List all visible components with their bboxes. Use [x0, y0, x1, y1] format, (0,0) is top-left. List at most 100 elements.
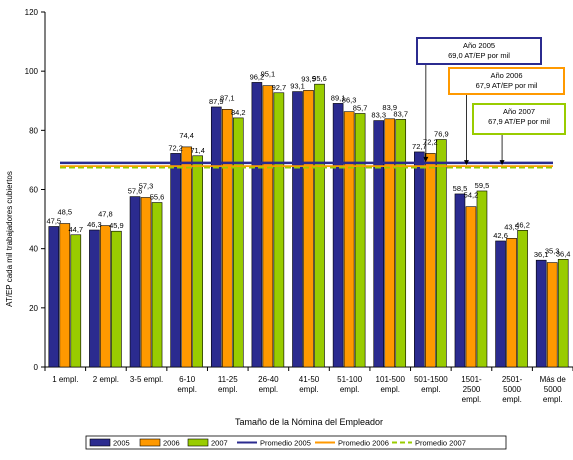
legend-item: 2006 [139, 438, 180, 448]
bar-2007 [314, 83, 325, 368]
x-tick-label: 26-40 empl. [258, 375, 279, 394]
bar-2006 [181, 146, 192, 368]
data-label: 48,5 [58, 208, 73, 217]
legend-swatch [139, 438, 161, 447]
data-label: 74,4 [179, 131, 194, 140]
data-label: 83,7 [393, 109, 408, 118]
x-tick-label: 2 empl. [93, 375, 119, 384]
x-tick-label-line: 11-25 [218, 375, 238, 384]
data-label: 46,3 [87, 220, 102, 229]
data-label: 84,2 [231, 108, 246, 117]
legend-label: 2007 [211, 439, 228, 448]
bar-2007 [70, 234, 82, 368]
data-label: 87,9 [209, 97, 224, 106]
legend-label: Promedio 2007 [415, 439, 466, 448]
x-tick-label-line: 26-40 [258, 375, 279, 384]
data-label: 55,6 [150, 193, 165, 202]
legend-item: Promedio 2005 [237, 439, 311, 448]
x-tick-label-line: 1501- [461, 375, 482, 384]
bar-2007 [192, 155, 203, 368]
annotation-text: 69,0 AT/EP por mil [448, 51, 510, 60]
data-label: 92,7 [272, 83, 287, 92]
x-tick-label-line: 101-500 [376, 375, 406, 384]
x-tick-label-line: 41-50 [299, 375, 320, 384]
legend-swatch [187, 438, 209, 447]
y-tick-label: 40 [29, 245, 38, 254]
x-tick-label-line: 2500 [463, 385, 481, 394]
bar-2005 [373, 120, 385, 368]
data-label: 86,3 [342, 96, 357, 105]
x-tick-label: 1501-2500 empl. [461, 375, 482, 404]
legend-item: 2007 [187, 438, 228, 448]
y-tick-label: 60 [29, 186, 38, 195]
data-label: 47,8 [98, 210, 113, 219]
annotation-arrow [463, 160, 469, 166]
x-tick-label-line: empl. [421, 385, 441, 394]
annotation-text: 67,9 AT/EP por mil [476, 81, 538, 90]
x-tick-label-line: empl. [462, 395, 482, 404]
x-tick-label-line: 501-1500 [414, 375, 448, 384]
x-tick-label-line: 6-10 [179, 375, 196, 384]
bar-2005 [129, 196, 141, 368]
annotation-text: 67,9 AT/EP por mil [488, 117, 550, 126]
bar-2005 [332, 103, 344, 368]
x-tick-label-line: empl. [218, 385, 238, 394]
data-label: 71,4 [190, 146, 205, 155]
x-tick-label-line: Más de [540, 375, 567, 384]
data-label: 44,7 [69, 225, 84, 234]
bar-2005 [535, 259, 547, 368]
x-tick-label-line: 3-5 empl. [130, 375, 163, 384]
data-label: 43,5 [504, 222, 519, 231]
bar-2005 [454, 193, 466, 368]
x-tick-label: 6-10 empl. [177, 375, 197, 394]
bar-2005 [170, 153, 181, 368]
y-axis-title: AT/EP cada mil trabajadores cubiertos [5, 171, 14, 307]
legend-item: Promedio 2007 [392, 439, 466, 448]
data-label: 95,1 [261, 70, 276, 79]
data-label: 72,2 [423, 137, 438, 146]
bar-2005 [495, 240, 506, 368]
y-axis: 0 20 40 60 80 100 120 [25, 8, 46, 372]
annotation-box [472, 103, 566, 135]
bar-2005 [89, 229, 100, 368]
legend-label: 2005 [113, 439, 130, 448]
x-tick-label-line: 5000 [544, 385, 562, 394]
data-label: 72,2 [168, 143, 183, 152]
bar-2007 [476, 190, 488, 368]
x-tick-label-line: empl. [299, 385, 319, 394]
x-tick-label-line: empl. [340, 385, 360, 394]
y-tick-label: 120 [25, 8, 39, 17]
bar-2005 [251, 82, 263, 368]
y-tick-label: 0 [34, 363, 39, 372]
annotation-text: Año 2005 [463, 41, 495, 50]
data-label: 36,1 [534, 250, 549, 259]
bar-2005 [210, 106, 222, 368]
data-label: 85,7 [353, 103, 368, 112]
data-label: 42,6 [493, 231, 508, 240]
data-label: 46,2 [515, 220, 530, 229]
data-labels: 47,548,5 44,746,347,8 45,9 57,657,3 55,6 72,2… [47, 70, 571, 260]
data-label: 83,9 [382, 103, 397, 112]
annotation-text: Año 2006 [490, 71, 522, 80]
bar-2006 [221, 109, 233, 368]
legend: 2005 2006 2007 Promedio 2005 Promedio 2006 Pr… [85, 435, 507, 450]
bars [48, 82, 569, 368]
x-tick-label: 51-100 empl. [337, 375, 362, 394]
data-label: 83,3 [371, 111, 386, 120]
bar-2006 [343, 111, 355, 368]
bar-2006 [100, 225, 111, 368]
bar-2007 [111, 230, 122, 368]
x-axis-title: Tamaño de la Nómina del Empleador [235, 417, 383, 427]
legend-item: 2005 [89, 439, 130, 448]
data-label: 36,4 [556, 249, 571, 258]
annotation-text: Año 2007 [503, 107, 535, 116]
bar-2007 [273, 92, 285, 368]
bar-2007 [232, 117, 244, 368]
data-label: 35,3 [545, 247, 560, 256]
legend-label: Promedio 2006 [338, 439, 389, 448]
bar-2007 [151, 202, 163, 368]
legend-label: Promedio 2005 [260, 439, 311, 448]
data-label: 96,2 [250, 72, 265, 81]
data-label: 95,6 [312, 74, 327, 83]
